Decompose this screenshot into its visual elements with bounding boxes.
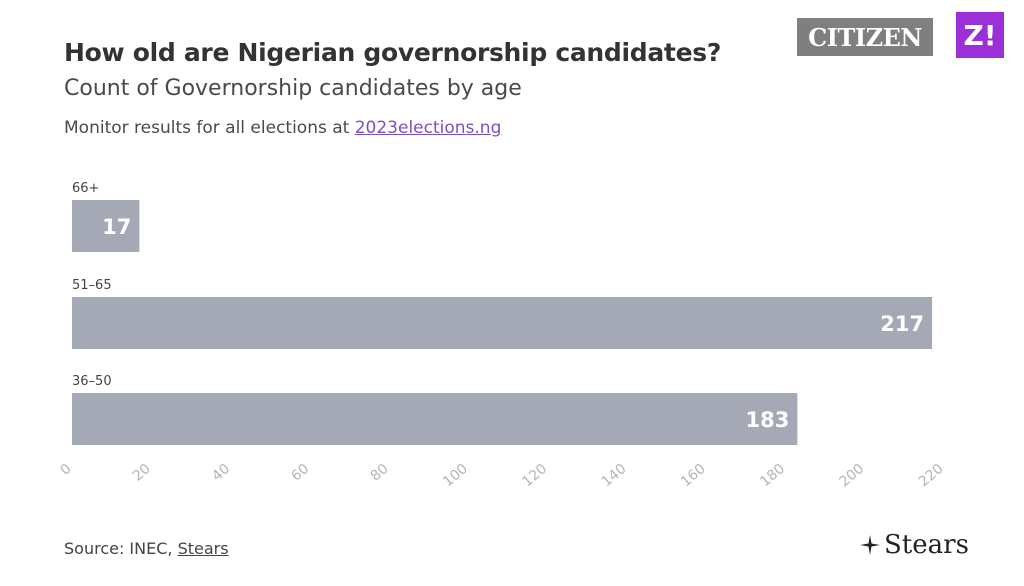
monitor-note: Monitor results for all elections at 202… (64, 118, 501, 138)
data-label: 217 (880, 312, 924, 336)
stears-logo: Stears (858, 530, 969, 560)
category-label: 51–65 (72, 278, 112, 293)
bar (72, 393, 798, 445)
elections-link[interactable]: 2023elections.ng (354, 118, 502, 138)
x-tick-label: 140 (599, 461, 630, 490)
source-prefix: Source: INEC, (64, 539, 178, 558)
x-tick-label: 220 (916, 461, 947, 490)
x-tick-label: 20 (130, 461, 154, 485)
stears-wordmark: Stears (884, 530, 969, 560)
z-logo: Z! (956, 12, 1004, 58)
x-tick-label: 60 (288, 461, 312, 485)
x-tick-label: 200 (837, 461, 868, 490)
category-label: 36–50 (72, 374, 112, 389)
source-link[interactable]: Stears (177, 539, 229, 558)
x-tick-label: 40 (209, 461, 233, 485)
bar (72, 297, 933, 349)
data-label: 17 (102, 215, 131, 239)
x-tick-label: 80 (368, 461, 392, 485)
x-tick-label: 0 (57, 461, 74, 479)
chart-title: How old are Nigerian governorship candid… (64, 38, 722, 67)
source-note: Source: INEC, Stears (64, 539, 229, 558)
stears-star-icon (860, 535, 880, 555)
citizen-logo: CITIZEN (797, 18, 933, 56)
chart-subtitle: Count of Governorship candidates by age (64, 76, 522, 101)
data-label: 183 (746, 408, 790, 432)
x-tick-label: 120 (519, 461, 550, 490)
bar (72, 200, 140, 252)
x-tick-label: 180 (757, 461, 788, 490)
x-tick-label: 160 (678, 461, 709, 490)
x-tick-label: 100 (440, 461, 471, 490)
monitor-note-text: Monitor results for all elections at (64, 118, 355, 138)
category-label: 66+ (72, 181, 99, 196)
